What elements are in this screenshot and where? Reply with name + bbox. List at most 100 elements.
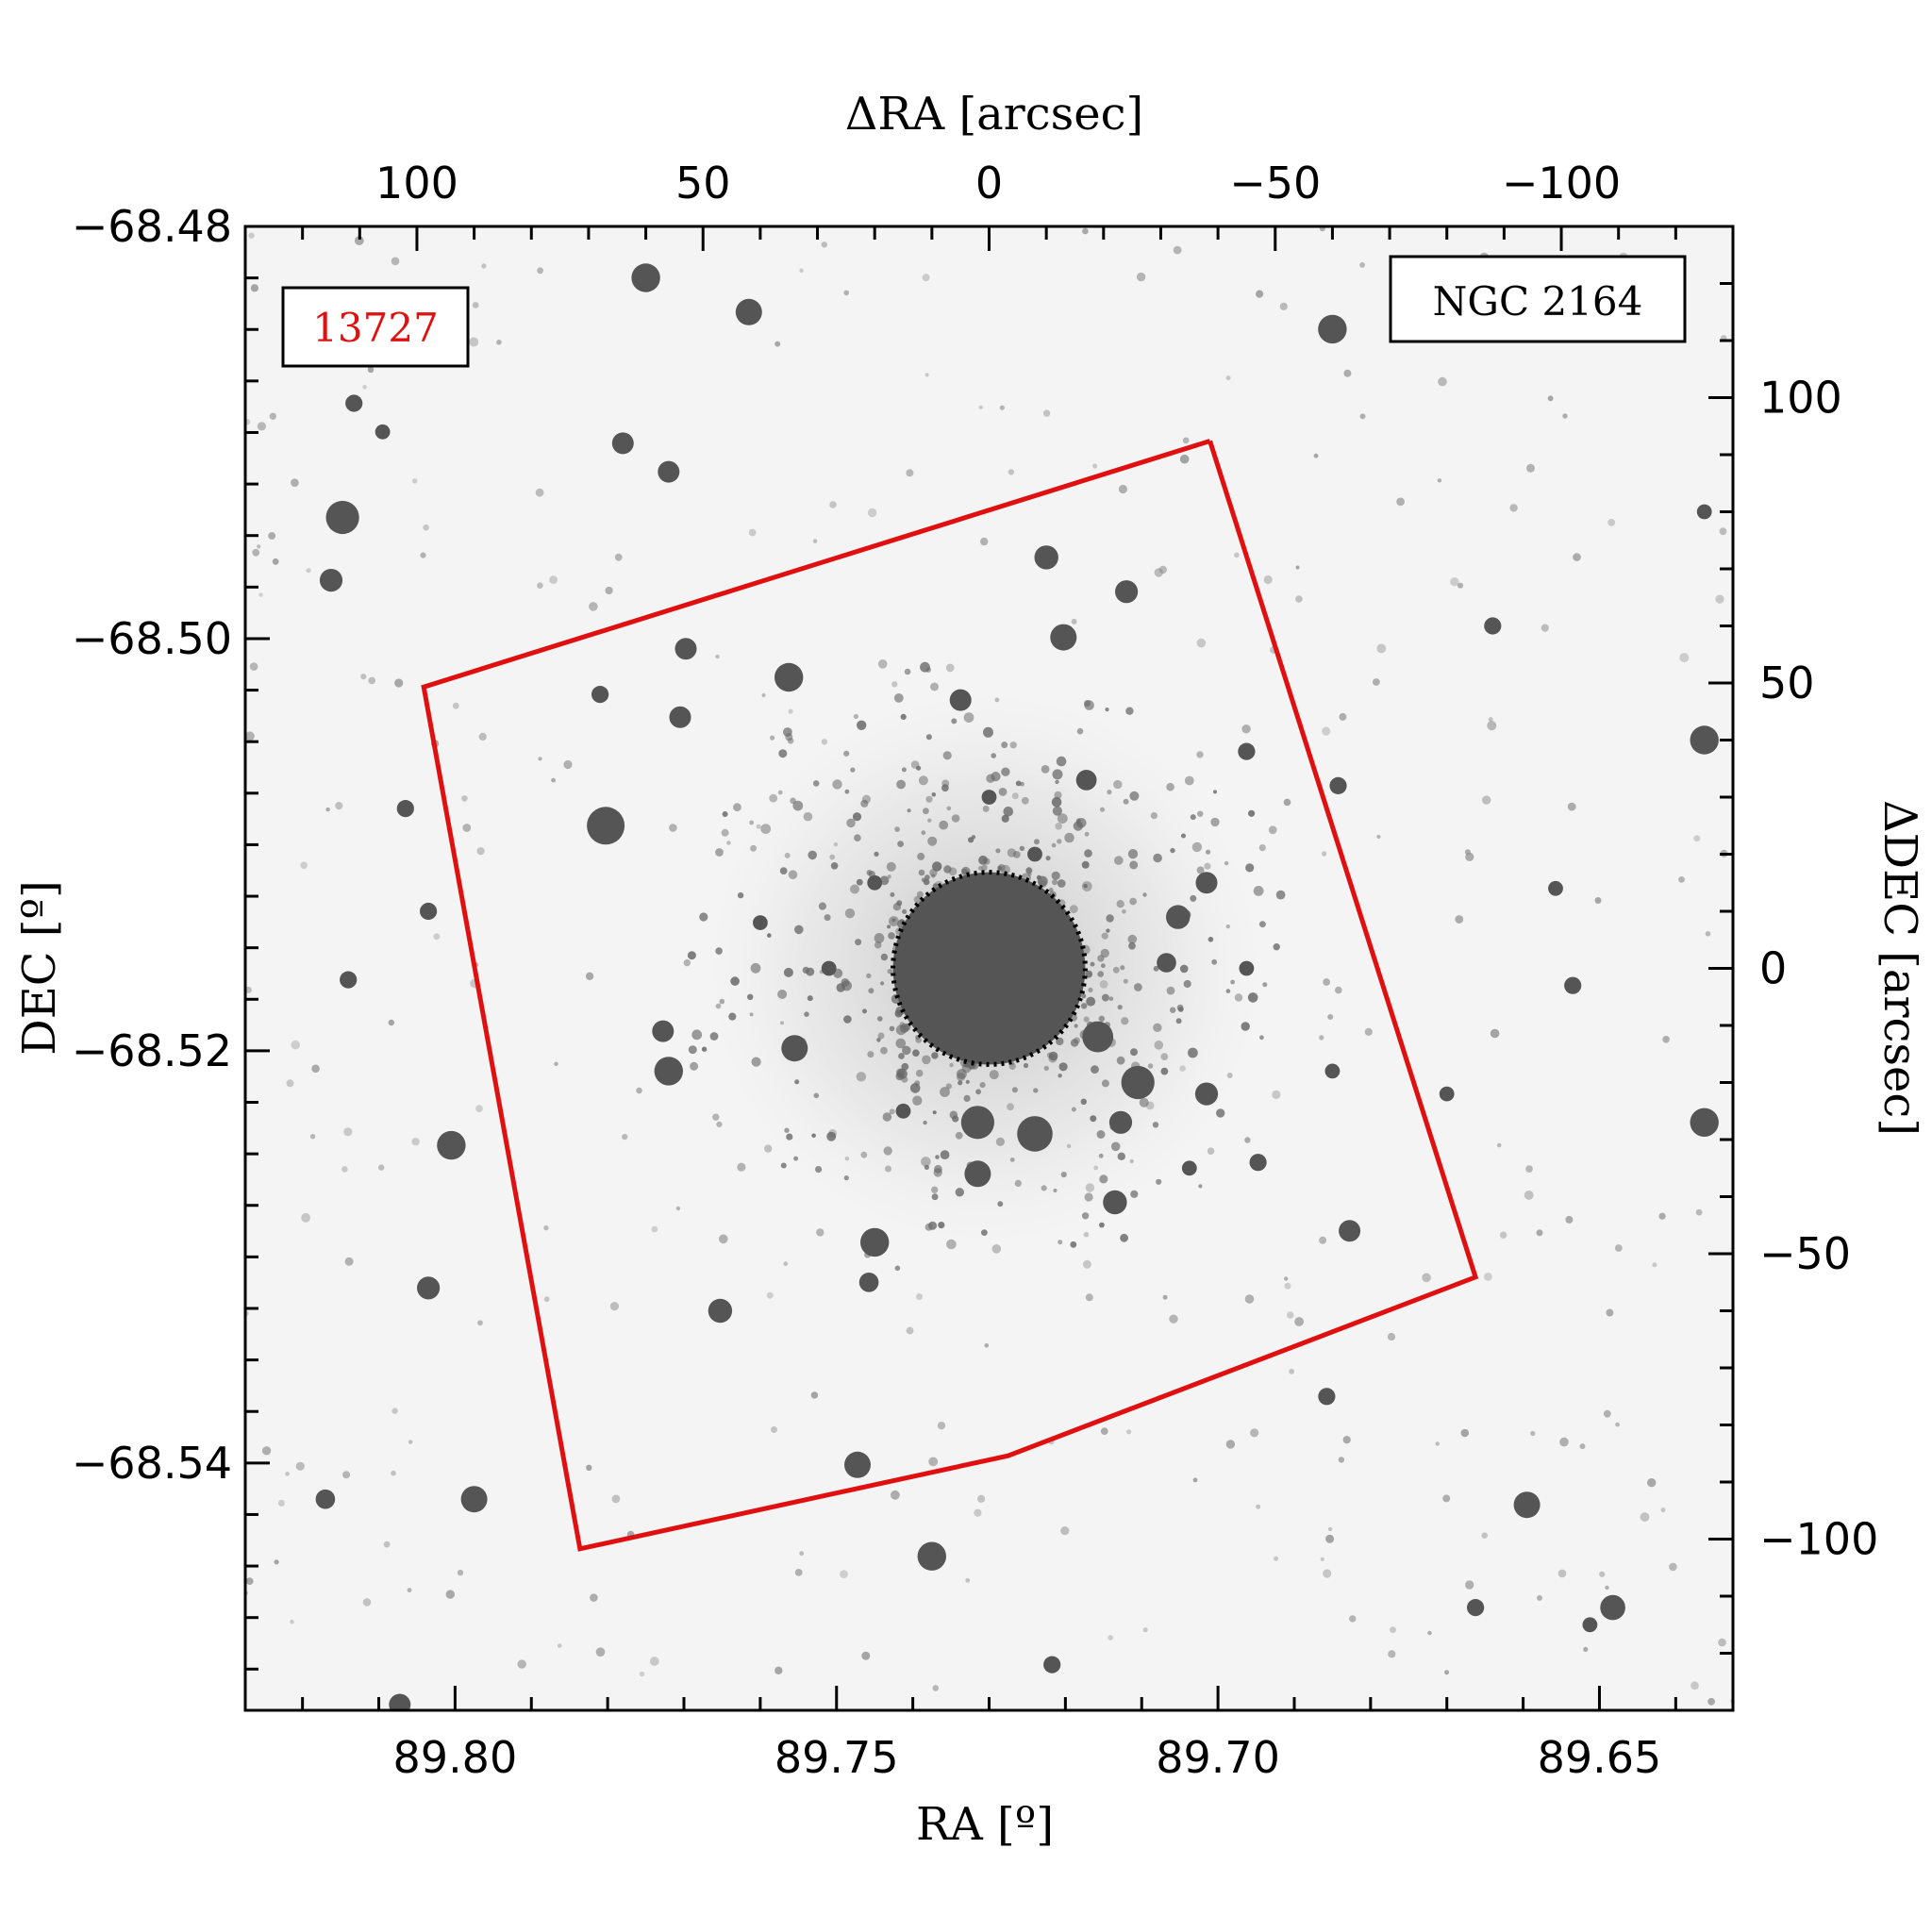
- left-tick-label: −68.50: [72, 613, 232, 664]
- star: [1195, 872, 1218, 894]
- star: [319, 569, 343, 592]
- target-name-text: NGC 2164: [1433, 278, 1643, 325]
- cluster-member-star: [813, 1092, 820, 1099]
- faint-star: [1536, 1229, 1543, 1237]
- faint-star: [1487, 721, 1497, 731]
- faint-star: [1274, 1556, 1279, 1561]
- cluster-member-star: [983, 726, 993, 738]
- cluster-member-star: [1025, 867, 1033, 874]
- faint-star: [1182, 437, 1190, 444]
- cluster-member-star: [1057, 813, 1068, 824]
- faint-star: [1169, 1314, 1178, 1324]
- faint-star: [1605, 1585, 1609, 1591]
- star: [1318, 1388, 1336, 1406]
- cluster-member-star: [866, 973, 872, 979]
- cluster-member-star: [1015, 780, 1022, 787]
- faint-star: [1272, 1090, 1281, 1099]
- faint-star: [1322, 851, 1327, 857]
- faint-star: [478, 732, 487, 741]
- cluster-member-star: [803, 811, 813, 822]
- cluster-member-star: [824, 914, 831, 922]
- cluster-member-star: [1139, 1097, 1149, 1108]
- cluster-member-star: [1117, 1005, 1123, 1010]
- cluster-member-star: [1198, 1184, 1203, 1189]
- cluster-member-star: [843, 1175, 849, 1181]
- cluster-member-star: [1117, 1152, 1126, 1161]
- faint-star: [1142, 1627, 1148, 1633]
- faint-star: [1319, 1236, 1327, 1244]
- cluster-member-star: [1208, 937, 1214, 942]
- cluster-member-star: [728, 1012, 737, 1021]
- faint-star: [844, 1157, 850, 1161]
- cluster-member-star: [939, 820, 949, 830]
- cluster-member-star: [850, 767, 856, 773]
- faint-star: [1320, 1557, 1324, 1561]
- cluster-member-star: [1179, 964, 1189, 974]
- faint-star: [974, 1508, 982, 1517]
- cluster-member-star: [930, 682, 939, 691]
- bottom-axis-title: RA [º]: [916, 1798, 1054, 1851]
- faint-star: [261, 1446, 272, 1456]
- star: [460, 1486, 488, 1513]
- faint-star: [906, 1326, 914, 1335]
- cluster-member-star: [915, 1069, 924, 1077]
- cluster-member-star: [940, 1087, 950, 1097]
- cluster-member-star: [1043, 1065, 1050, 1072]
- faint-star: [1640, 1512, 1650, 1522]
- cluster-member-star: [844, 789, 850, 794]
- cluster-member-star: [907, 808, 911, 813]
- cluster-member-star: [780, 1162, 787, 1169]
- cluster-member-star: [1014, 1179, 1022, 1187]
- star: [1324, 1063, 1341, 1079]
- cluster-member-star: [1007, 848, 1017, 858]
- faint-star: [589, 602, 598, 611]
- faint-star: [543, 1296, 550, 1303]
- faint-star: [1066, 1143, 1072, 1149]
- cluster-member-star: [844, 908, 856, 919]
- faint-star: [932, 1685, 940, 1691]
- faint-star: [965, 1577, 971, 1583]
- cluster-member-star: [1153, 965, 1159, 972]
- dataset-id-text: 13727: [312, 305, 439, 351]
- faint-star: [1693, 835, 1701, 842]
- faint-star: [928, 1457, 939, 1467]
- star: [375, 424, 391, 440]
- cluster-member-star: [946, 1239, 957, 1250]
- faint-star: [1496, 1142, 1502, 1148]
- cluster-member-star: [850, 884, 859, 894]
- faint-star: [1250, 1428, 1259, 1438]
- cluster-member-star: [804, 1011, 809, 1017]
- faint-star: [829, 854, 836, 860]
- faint-star: [816, 1228, 824, 1237]
- cluster-member-star: [1241, 1022, 1250, 1031]
- faint-star: [469, 337, 479, 347]
- star: [340, 971, 358, 989]
- faint-star: [1323, 978, 1330, 986]
- faint-star: [1615, 1422, 1620, 1427]
- faint-star: [1339, 712, 1347, 721]
- faint-star: [1121, 1017, 1129, 1025]
- faint-star: [1158, 565, 1168, 575]
- faint-star: [1482, 795, 1491, 805]
- faint-star: [1559, 1437, 1569, 1447]
- faint-star: [748, 528, 757, 537]
- star: [1082, 1021, 1114, 1053]
- star: [1690, 725, 1719, 755]
- right-axis-title: ΔDEC [arcsec]: [1874, 800, 1926, 1136]
- faint-star: [1279, 302, 1288, 310]
- cluster-member-star: [811, 1133, 816, 1139]
- faint-star: [1718, 1638, 1726, 1647]
- right-tick-label: −50: [1759, 1228, 1851, 1279]
- faint-star: [1509, 504, 1518, 512]
- cluster-member-star: [935, 1155, 940, 1159]
- faint-star: [1100, 1427, 1108, 1435]
- cluster-member-star: [896, 779, 906, 790]
- cluster-member-star: [1003, 807, 1014, 817]
- faint-star: [1388, 1650, 1396, 1658]
- cluster-member-star: [880, 1046, 888, 1055]
- faint-star: [1327, 1014, 1334, 1020]
- cluster-member-star: [948, 867, 958, 876]
- cluster-member-star: [1225, 989, 1231, 993]
- faint-star: [1204, 862, 1211, 870]
- cluster-member-star: [783, 727, 792, 737]
